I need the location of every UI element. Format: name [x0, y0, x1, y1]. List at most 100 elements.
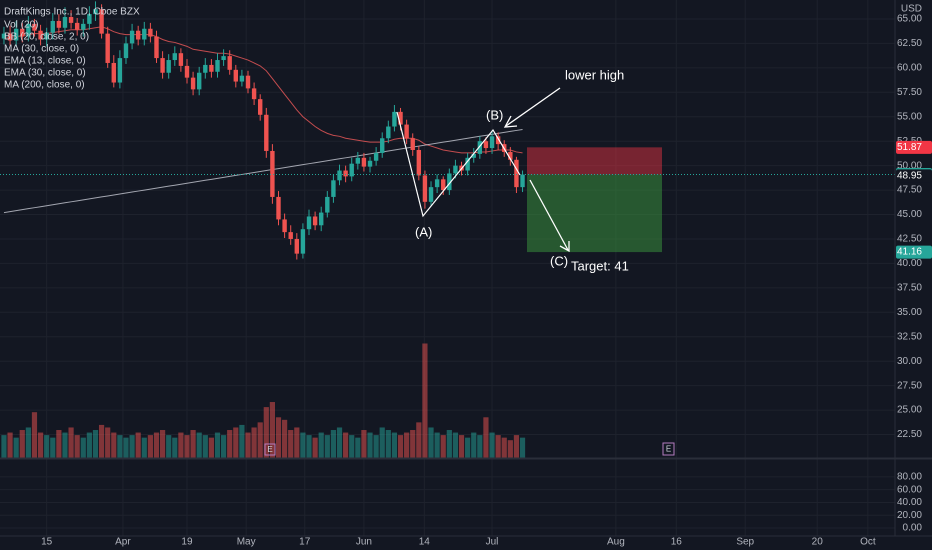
earnings-icon-glyph: E: [666, 445, 671, 454]
volume-bar: [141, 437, 147, 458]
candle-body: [44, 32, 49, 40]
y-tick-label: 22.50: [897, 429, 922, 440]
earnings-icon[interactable]: [662, 442, 675, 456]
candle-body: [1, 33, 7, 39]
volume-bar: [275, 417, 282, 458]
y-tick-label: 60.00: [897, 62, 922, 73]
candle-body: [221, 56, 226, 61]
candle-body: [196, 72, 202, 90]
price-tag-label: 51.87: [897, 142, 922, 153]
volume-bar: [300, 432, 306, 458]
volume-bar: [123, 437, 129, 458]
volume-bar: [483, 417, 489, 458]
volume-bar: [56, 430, 62, 458]
candle-body: [129, 30, 135, 44]
candle-body: [355, 157, 361, 164]
x-tick-label: May: [237, 537, 256, 548]
candle-body: [520, 174, 525, 188]
volume-bar: [111, 432, 117, 458]
volume-bar: [233, 427, 239, 458]
volume-bar: [190, 430, 196, 458]
legend-item: MA (30, close, 0): [4, 44, 79, 55]
candle-body: [227, 56, 232, 70]
indicator-lines: [3, 26, 523, 214]
volume-bar: [178, 432, 184, 458]
volume-bar: [147, 435, 153, 458]
volume-bar: [31, 412, 38, 458]
volume-bar: [349, 435, 355, 458]
candle-body: [337, 170, 342, 181]
volume-bar: [37, 432, 44, 458]
volume-bar: [44, 435, 50, 458]
volume-bar: [208, 437, 214, 458]
position-tool: [0, 147, 895, 253]
volume-bar: [269, 402, 276, 458]
volume-bar: [324, 435, 330, 458]
arrow-head: [503, 115, 518, 128]
x-tick-label: 20: [812, 537, 824, 548]
volume-bar: [263, 407, 269, 458]
currency-label: USD: [901, 4, 922, 15]
volume-bar: [129, 435, 135, 458]
price-tag-label: 41.16: [897, 247, 922, 258]
lower-y-tick-label: 0.00: [903, 523, 923, 534]
candle-body: [99, 9, 104, 34]
candle-body: [32, 23, 37, 31]
volume-bar: [80, 437, 86, 458]
x-tick-label: 15: [41, 537, 53, 548]
candle-body: [184, 65, 190, 78]
volume: [1, 343, 526, 458]
y-tick-label: 57.50: [897, 87, 922, 98]
candle-body: [178, 53, 184, 66]
y-tick-label: 27.50: [897, 380, 922, 391]
candle-body: [367, 160, 373, 167]
candle-body: [166, 60, 171, 73]
volume-bar: [245, 432, 251, 458]
candle-body: [258, 99, 263, 115]
axes: 15 Apr 19 May 17 Jun 14 Jul Aug 16 Sep 20 Oct 65.00 62…: [41, 14, 932, 548]
candle-body: [392, 111, 397, 127]
volume-bar: [50, 437, 56, 458]
candle-body: [68, 17, 74, 23]
volume-bar: [153, 432, 160, 458]
volume-bar: [13, 437, 19, 458]
volume-bar: [397, 435, 404, 458]
x-tick-label: Aug: [607, 537, 625, 548]
candle-body: [160, 58, 165, 73]
volume-bar: [19, 430, 25, 458]
volume-bar: [495, 435, 501, 458]
volume-bar: [343, 432, 349, 458]
volume-bar: [379, 427, 385, 458]
arrow: [505, 87, 561, 127]
y-tick-label: 37.50: [897, 283, 922, 294]
earnings-icon[interactable]: [264, 443, 276, 456]
lower-y-tick-label: 80.00: [897, 472, 922, 483]
volume-bar: [227, 430, 233, 458]
candle-body: [154, 36, 159, 59]
candle-body: [288, 232, 293, 239]
volume-bar: [166, 435, 172, 458]
lower-y-tick-label: 60.00: [897, 484, 922, 495]
candle-body: [312, 216, 318, 226]
volume-bar: [196, 432, 202, 458]
volume-bar: [184, 435, 190, 458]
legend-items: Vol (20)BB (20, close, 2, 0)MA (30, clos…: [4, 20, 89, 91]
volume-bar: [489, 432, 495, 458]
volume-bar: [98, 424, 105, 458]
annotation: lower high: [565, 67, 624, 82]
candle-body: [190, 77, 196, 90]
x-tick-label: 17: [299, 537, 311, 548]
volume-bar: [361, 430, 367, 458]
price-tag: [896, 140, 932, 154]
price-tag: [896, 245, 932, 259]
volume-bar: [355, 437, 361, 458]
candle-body: [325, 196, 330, 213]
legend-item: EMA (13, close, 0): [4, 56, 86, 67]
candle-body: [81, 23, 86, 30]
candle-body: [343, 170, 348, 177]
candle-body: [331, 180, 336, 197]
legend-item: Vol (20): [4, 20, 38, 31]
volume-bar: [257, 422, 263, 458]
y-tick-label: 30.00: [897, 356, 922, 367]
